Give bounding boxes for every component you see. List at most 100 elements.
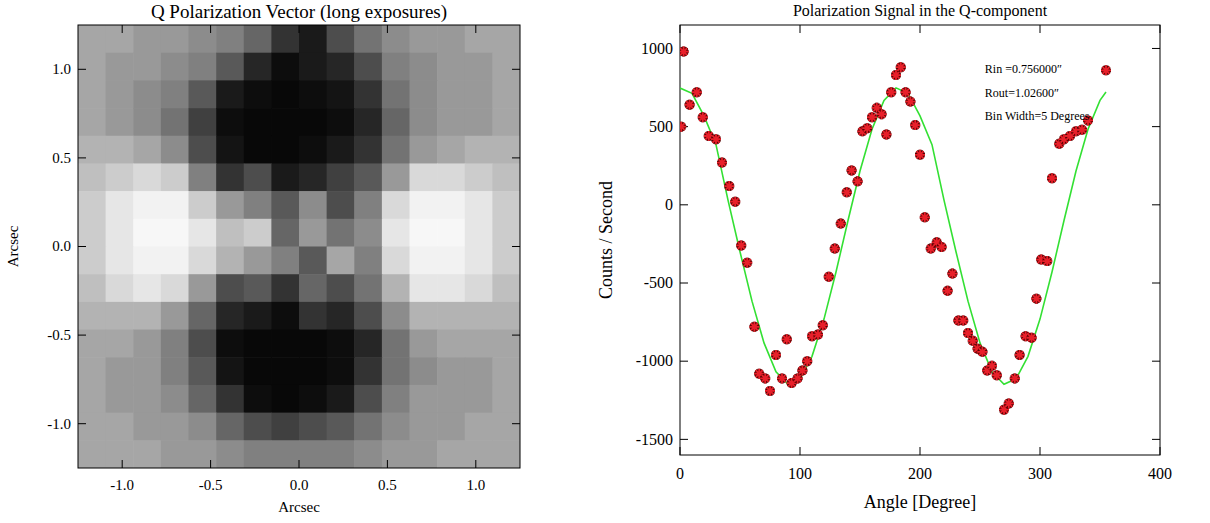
marker-star <box>760 373 770 383</box>
data-point <box>749 322 759 332</box>
heatmap-cell <box>244 274 272 302</box>
heatmap-cell <box>299 80 327 108</box>
heatmap-cell <box>78 330 106 358</box>
data-point <box>680 47 689 57</box>
heatmap-cell <box>161 247 189 275</box>
heatmap-cell <box>354 302 382 330</box>
heatmap-cell <box>299 274 327 302</box>
heatmap-cell <box>78 247 106 275</box>
heatmap-cell <box>106 219 134 247</box>
heatmap-cell <box>189 53 217 81</box>
heatmap-cell <box>299 357 327 385</box>
heatmap-cell <box>133 274 161 302</box>
heatmap-cell <box>437 80 465 108</box>
heatmap-cell <box>161 274 189 302</box>
heatmap-cell <box>133 25 161 53</box>
heatmap-cell <box>133 219 161 247</box>
y-tick-label: 1.0 <box>52 61 71 77</box>
data-point <box>824 272 834 282</box>
data-point <box>947 269 957 279</box>
heatmap-cell <box>492 330 520 358</box>
heatmap-cell <box>410 330 438 358</box>
data-point <box>842 187 852 197</box>
y-tick-label: -0.5 <box>47 327 71 343</box>
marker-outline <box>1077 125 1087 135</box>
data-point <box>901 87 911 97</box>
marker-outline <box>685 100 695 110</box>
heatmap-cell <box>106 80 134 108</box>
heatmap-cell <box>382 274 410 302</box>
heatmap-cell <box>189 80 217 108</box>
heatmap-cell <box>492 413 520 441</box>
heatmap-cell <box>271 53 299 81</box>
y-tick-label: 0.0 <box>52 238 71 254</box>
data-point <box>777 373 787 383</box>
data-point <box>1101 65 1111 75</box>
heatmap-cell <box>216 330 244 358</box>
heatmap-cell <box>437 274 465 302</box>
marker-star <box>1015 350 1025 360</box>
data-point <box>1027 333 1037 343</box>
marker-outline <box>802 356 812 366</box>
y-tick <box>78 423 520 424</box>
heatmap-cell <box>78 385 106 413</box>
x-tick-label: 1.0 <box>466 477 485 493</box>
heatmap-cell <box>78 191 106 219</box>
heatmap-cell <box>327 136 355 164</box>
y-tick <box>78 157 520 158</box>
marker-star <box>847 165 857 175</box>
marker-outline <box>836 219 846 229</box>
marker-star <box>1010 373 1020 383</box>
marker-star <box>1101 65 1111 75</box>
marker-star <box>813 330 823 340</box>
heatmap-cell <box>271 274 299 302</box>
heatmap-cell <box>78 274 106 302</box>
heatmap-cell <box>327 330 355 358</box>
heatmap-cell <box>161 25 189 53</box>
heatmap-cell <box>299 163 327 191</box>
heatmap-cell <box>216 247 244 275</box>
data-point <box>685 100 695 110</box>
marker-star <box>765 386 775 396</box>
heatmap-cell <box>354 357 382 385</box>
heatmap-cell <box>133 247 161 275</box>
heatmap-cell <box>78 25 106 53</box>
marker-outline <box>765 386 775 396</box>
marker-outline <box>1031 294 1041 304</box>
data-point <box>802 356 812 366</box>
heatmap-cell <box>78 357 106 385</box>
data-point <box>943 286 953 296</box>
marker-outline <box>1010 373 1020 383</box>
heatmap-cell <box>244 163 272 191</box>
marker-outline <box>958 316 968 326</box>
heatmap-cell <box>327 191 355 219</box>
heatmap-cell <box>327 25 355 53</box>
marker-outline <box>830 244 840 254</box>
heatmap-cell <box>437 191 465 219</box>
heatmap-cell <box>327 163 355 191</box>
heatmap-cell <box>271 219 299 247</box>
heatmap-cell <box>106 302 134 330</box>
marker-outline <box>698 112 708 122</box>
marker-star <box>867 112 877 122</box>
marker-star <box>777 373 787 383</box>
x-tick-label: 300 <box>1028 465 1052 482</box>
marker-outline <box>824 272 834 282</box>
heatmap-cell <box>299 302 327 330</box>
chart-title: Q Polarization Vector (long exposures) <box>151 1 447 23</box>
x-tick <box>800 25 801 455</box>
data-point <box>736 240 746 250</box>
x-axis-title: Arcsec <box>278 499 320 515</box>
heatmap-cell <box>161 330 189 358</box>
heatmap-cell <box>465 247 493 275</box>
heatmap-cell <box>465 385 493 413</box>
heatmap-cell <box>244 80 272 108</box>
data-point <box>830 244 840 254</box>
heatmap-cell <box>106 108 134 136</box>
heatmap-cell <box>244 191 272 219</box>
data-point <box>992 370 1002 380</box>
heatmap-cell <box>244 330 272 358</box>
heatmap-cell <box>244 440 272 468</box>
data-point <box>886 87 896 97</box>
x-tick-label: 0.0 <box>290 477 309 493</box>
